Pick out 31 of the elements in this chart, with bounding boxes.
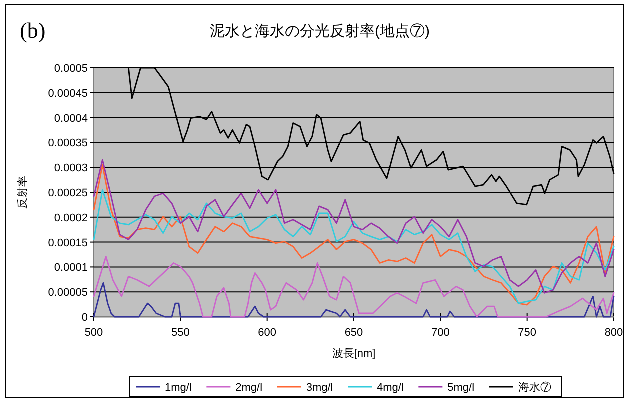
legend-label: 海水⑦	[518, 381, 552, 394]
x-tick-label: 650	[344, 327, 364, 339]
legend-label: 2mg/l	[236, 382, 263, 394]
legend-label: 1mg/l	[165, 382, 192, 394]
y-tick-label: 0.00005	[48, 287, 88, 300]
y-tick-label: 0.00045	[48, 88, 88, 100]
legend-label: 5mg/l	[448, 382, 475, 394]
line-series	[93, 282, 615, 318]
y-tick-label: 0.00015	[48, 237, 88, 250]
x-tick-label: 750	[518, 327, 537, 339]
legend-label: 3mg/l	[306, 382, 334, 394]
x-tick-label: 700	[431, 327, 450, 339]
x-tick-label: 500	[84, 327, 104, 339]
y-axis-title: 反射率	[16, 176, 29, 209]
x-axis-title: 波長[nm]	[332, 347, 376, 360]
y-tick-label: 0.0003	[54, 162, 88, 175]
x-tick-label: 800	[604, 327, 624, 339]
y-tick-label: 0.00035	[48, 138, 88, 150]
y-tick-label: 0	[82, 312, 88, 324]
y-tick-label: 0.0004	[54, 112, 88, 125]
y-tick-label: 0.00025	[48, 188, 88, 200]
x-tick-label: 600	[258, 327, 277, 339]
line-series	[93, 256, 615, 318]
y-tick-label: 0.0005	[54, 63, 88, 75]
y-tick-label: 0.0002	[54, 212, 88, 224]
chart-title: 泥水と海水の分光反射率(地点⑦)	[210, 23, 430, 40]
text: (b)	[20, 18, 46, 43]
line-series	[93, 189, 615, 304]
x-tick-label: 550	[171, 327, 190, 339]
y-tick-label: 0.0001	[54, 262, 88, 274]
legend-label: 4mg/l	[377, 382, 404, 394]
